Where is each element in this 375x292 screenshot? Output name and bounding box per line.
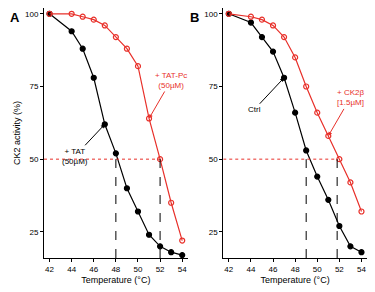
svg-text:+ TAT(50µM): + TAT(50µM) [62, 147, 88, 166]
svg-text:52: 52 [156, 265, 165, 274]
svg-text:A: A [10, 10, 20, 25]
svg-text:CK2 activity (%): CK2 activity (%) [12, 101, 22, 165]
svg-text:44: 44 [67, 265, 76, 274]
svg-text:B: B [190, 10, 199, 25]
svg-text:48: 48 [291, 265, 300, 274]
svg-text:+ TAT-Pc(50µM): + TAT-Pc(50µM) [155, 71, 187, 90]
svg-text:75: 75 [29, 82, 38, 91]
svg-text:46: 46 [89, 265, 98, 274]
svg-text:46: 46 [269, 265, 278, 274]
svg-text:44: 44 [246, 265, 255, 274]
svg-text:25: 25 [29, 228, 38, 237]
svg-text:50: 50 [134, 265, 143, 274]
svg-text:48: 48 [111, 265, 120, 274]
svg-text:Temperature (°C): Temperature (°C) [81, 275, 150, 285]
svg-text:50: 50 [313, 265, 322, 274]
svg-text:Ctrl: Ctrl [248, 105, 261, 114]
svg-text:54: 54 [178, 265, 187, 274]
svg-text:100: 100 [204, 10, 218, 19]
svg-text:50: 50 [209, 155, 218, 164]
svg-text:54: 54 [357, 265, 366, 274]
svg-text:Temperature (°C): Temperature (°C) [261, 275, 330, 285]
svg-text:42: 42 [224, 265, 233, 274]
svg-text:50: 50 [29, 155, 38, 164]
svg-text:+ CK2β[1.5µM]: + CK2β[1.5µM] [337, 88, 364, 107]
svg-text:100: 100 [25, 10, 39, 19]
svg-text:52: 52 [335, 265, 344, 274]
svg-text:42: 42 [45, 265, 54, 274]
svg-text:25: 25 [209, 228, 218, 237]
svg-text:75: 75 [209, 82, 218, 91]
